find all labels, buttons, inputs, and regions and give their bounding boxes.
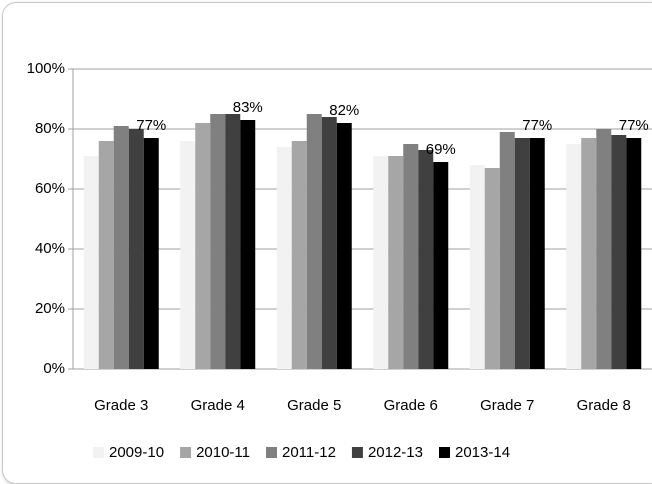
data-label: 77% <box>136 117 166 134</box>
bar <box>596 129 612 369</box>
bar <box>143 138 159 369</box>
bar <box>529 138 545 369</box>
y-tick-label: 40% <box>35 240 65 257</box>
bar <box>581 138 597 369</box>
data-label: 83% <box>233 99 263 116</box>
bar <box>626 138 642 369</box>
data-label: 77% <box>522 117 552 134</box>
bar <box>113 126 129 369</box>
legend-label: 2012-13 <box>368 444 423 461</box>
bar <box>210 114 226 369</box>
bar <box>195 123 211 369</box>
x-tick-label: Grade 7 <box>480 397 534 414</box>
bar <box>611 135 627 369</box>
bar <box>321 117 337 369</box>
bar <box>180 141 196 369</box>
y-tick-label: 100% <box>27 60 65 77</box>
bar <box>499 132 515 369</box>
bar <box>403 144 419 369</box>
x-tick-label: Grade 4 <box>191 397 245 414</box>
legend-swatch <box>439 447 450 458</box>
bar <box>98 141 114 369</box>
x-tick-label: Grade 8 <box>577 397 631 414</box>
bar <box>514 138 530 369</box>
legend-label: 2009-10 <box>109 444 164 461</box>
y-tick-label: 0% <box>43 360 65 377</box>
legend-swatch <box>180 447 192 458</box>
legend-label: 2011-12 <box>282 444 336 461</box>
bar <box>128 129 144 369</box>
bar <box>388 156 404 369</box>
bar <box>240 120 256 369</box>
data-label: 77% <box>619 117 649 134</box>
bar <box>83 156 99 369</box>
y-tick-label: 60% <box>35 180 65 197</box>
legend-label: 2010-11 <box>196 444 250 461</box>
bar <box>373 156 389 369</box>
data-label: 69% <box>426 141 456 158</box>
bar <box>566 144 582 369</box>
bar <box>306 114 322 369</box>
y-tick-label: 80% <box>35 120 65 137</box>
bar <box>336 123 352 369</box>
legend-swatch <box>351 447 363 458</box>
data-label: 82% <box>329 102 359 119</box>
bar <box>276 147 292 369</box>
chart: 0% 20% 40% 60% 80% 100% Grade 3 77% Grade 4 83% Gr… <box>27 60 652 461</box>
legend-label: 2013-14 <box>455 444 510 461</box>
y-tick-label: 20% <box>35 300 65 317</box>
x-tick-label: Grade 3 <box>94 397 148 414</box>
bar <box>291 141 307 369</box>
x-tick-label: Grade 5 <box>287 397 341 414</box>
bar <box>484 168 500 369</box>
x-tick-label: Grade 6 <box>384 397 438 414</box>
legend-swatch <box>93 447 104 458</box>
bar <box>418 150 434 369</box>
legend-swatch <box>266 447 277 458</box>
bar <box>469 165 485 369</box>
bar <box>225 114 241 369</box>
bar <box>433 162 449 369</box>
